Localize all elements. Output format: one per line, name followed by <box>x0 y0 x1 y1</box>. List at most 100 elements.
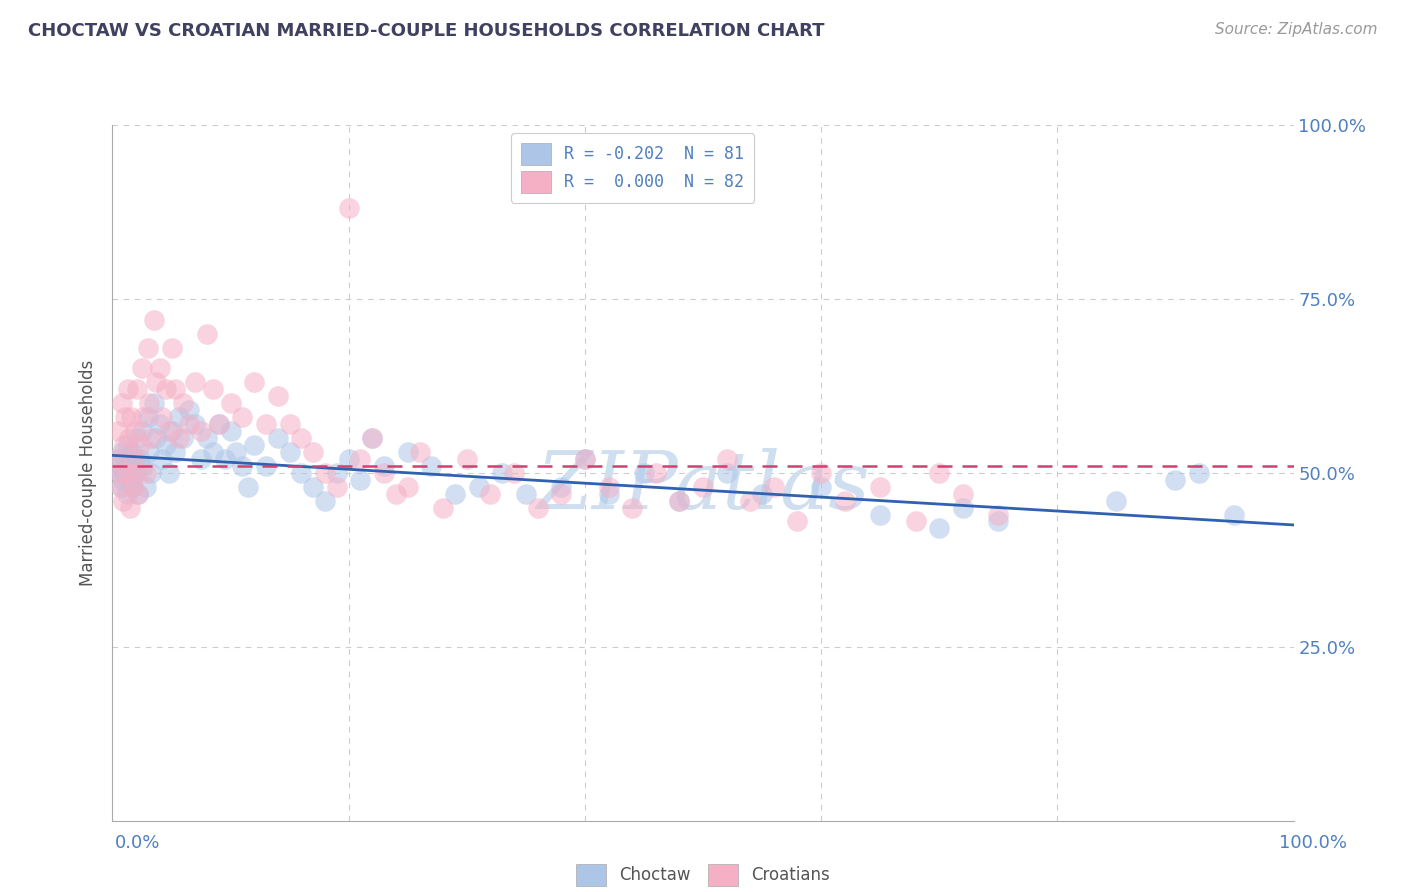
Point <box>131 361 153 376</box>
Point <box>122 466 145 480</box>
Point <box>692 480 714 494</box>
Point <box>928 521 950 535</box>
Point <box>136 410 159 425</box>
Point <box>1105 493 1128 508</box>
Point <box>349 473 371 487</box>
Point <box>952 500 974 515</box>
Point <box>621 500 644 515</box>
Point <box>668 493 690 508</box>
Point <box>550 486 572 500</box>
Point <box>190 424 212 438</box>
Point <box>114 451 136 466</box>
Point <box>267 431 290 445</box>
Point <box>716 466 738 480</box>
Point <box>108 466 131 480</box>
Point <box>115 466 138 480</box>
Point <box>149 417 172 431</box>
Point <box>115 486 138 500</box>
Point <box>117 438 139 452</box>
Point <box>337 451 360 466</box>
Point <box>290 431 312 445</box>
Point <box>869 480 891 494</box>
Point <box>142 312 165 326</box>
Point <box>195 326 218 341</box>
Point <box>124 451 146 466</box>
Point <box>238 480 260 494</box>
Point <box>420 458 443 473</box>
Point <box>314 493 336 508</box>
Point <box>201 382 224 396</box>
Point <box>105 458 128 473</box>
Point <box>219 424 242 438</box>
Point <box>184 376 207 390</box>
Point <box>145 376 167 390</box>
Point <box>136 341 159 355</box>
Point <box>740 493 762 508</box>
Point <box>751 486 773 500</box>
Point <box>195 431 218 445</box>
Text: 100.0%: 100.0% <box>1279 834 1347 852</box>
Point <box>467 480 489 494</box>
Point <box>117 382 139 396</box>
Point <box>179 417 201 431</box>
Point <box>120 500 142 515</box>
Point <box>574 451 596 466</box>
Point <box>127 382 149 396</box>
Point <box>110 480 132 494</box>
Point <box>219 396 242 410</box>
Point <box>786 515 808 529</box>
Point <box>105 451 128 466</box>
Point <box>121 480 143 494</box>
Point <box>361 431 384 445</box>
Point <box>302 480 325 494</box>
Point <box>243 438 266 452</box>
Point <box>326 480 349 494</box>
Point <box>141 466 163 480</box>
Point <box>326 466 349 480</box>
Point <box>172 431 194 445</box>
Point <box>1188 466 1211 480</box>
Point <box>810 480 832 494</box>
Point <box>107 424 129 438</box>
Point <box>928 466 950 480</box>
Point <box>373 466 395 480</box>
Point <box>208 417 231 431</box>
Point <box>157 424 180 438</box>
Point <box>124 424 146 438</box>
Point <box>278 417 301 431</box>
Point <box>432 500 454 515</box>
Point <box>122 451 145 466</box>
Point <box>491 466 513 480</box>
Point <box>278 445 301 459</box>
Point <box>987 515 1010 529</box>
Point <box>128 451 150 466</box>
Point <box>112 473 135 487</box>
Point <box>1164 473 1187 487</box>
Point <box>167 431 190 445</box>
Point <box>121 480 143 494</box>
Point <box>125 466 148 480</box>
Point <box>869 508 891 522</box>
Point <box>267 389 290 403</box>
Point <box>762 480 785 494</box>
Point <box>125 466 148 480</box>
Point <box>644 466 666 480</box>
Point <box>167 410 190 425</box>
Point <box>444 486 467 500</box>
Point <box>131 424 153 438</box>
Point <box>254 417 277 431</box>
Point <box>111 445 134 459</box>
Point <box>479 486 502 500</box>
Point <box>184 417 207 431</box>
Point <box>132 410 155 425</box>
Point <box>150 410 173 425</box>
Point <box>112 493 135 508</box>
Point <box>408 445 430 459</box>
Point <box>373 458 395 473</box>
Point <box>987 508 1010 522</box>
Point <box>290 466 312 480</box>
Point <box>157 466 180 480</box>
Point <box>118 431 141 445</box>
Point <box>160 341 183 355</box>
Point <box>149 361 172 376</box>
